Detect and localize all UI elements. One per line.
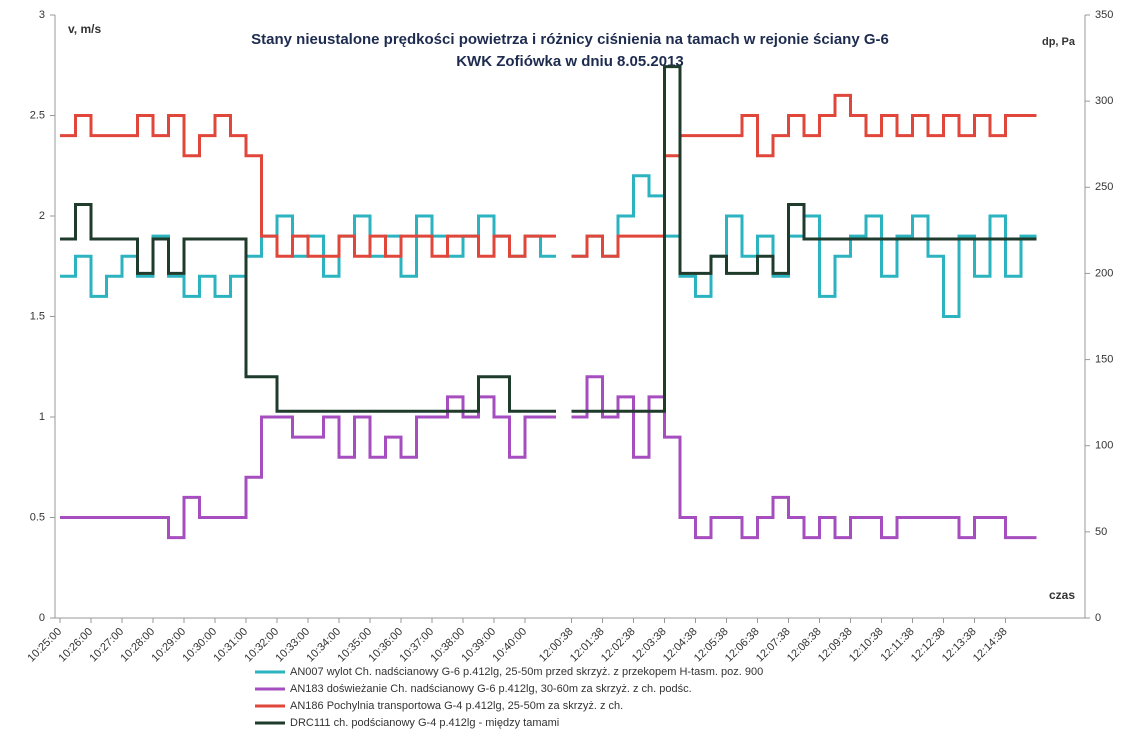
y2-tick-label: 150: [1095, 353, 1113, 365]
series-line: [60, 65, 1037, 413]
y2-tick-label: 100: [1095, 440, 1113, 452]
y-tick-label: 1: [39, 411, 45, 423]
y-tick-label: 3: [39, 9, 45, 21]
chart-title: Stany nieustalone prędkości powietrza i …: [251, 31, 889, 48]
x-axis-label: czas: [1049, 588, 1075, 602]
y2-tick-label: 300: [1095, 95, 1113, 107]
y-axis-label: v, m/s: [68, 22, 101, 36]
y-tick-label: 1.5: [30, 310, 45, 322]
y2-axis-label: dp, Pa: [1042, 36, 1076, 48]
y2-tick-label: 350: [1095, 9, 1113, 21]
y-tick-label: 0: [39, 612, 45, 624]
legend-label: DRC111 ch. podścianowy G-4 p.412lg - mię…: [290, 717, 559, 729]
legend-label: AN186 Pochylnia transportowa G-4 p.412lg…: [290, 700, 623, 712]
y-tick-label: 2.5: [30, 109, 45, 121]
y2-tick-label: 200: [1095, 267, 1113, 279]
legend-label: AN007 wylot Ch. nadścianowy G-6 p.412lg,…: [290, 666, 763, 678]
legend-label: AN183 doświeżanie Ch. nadścianowy G-6 p.…: [290, 683, 692, 695]
y-tick-label: 2: [39, 210, 45, 222]
y2-tick-label: 0: [1095, 612, 1101, 624]
y-tick-label: 0.5: [30, 511, 45, 523]
series-line: [60, 93, 1037, 258]
y2-tick-label: 250: [1095, 181, 1113, 193]
y2-tick-label: 50: [1095, 526, 1107, 538]
chart-subtitle: KWK Zofiówka w dniu 8.05.2013: [456, 53, 684, 70]
